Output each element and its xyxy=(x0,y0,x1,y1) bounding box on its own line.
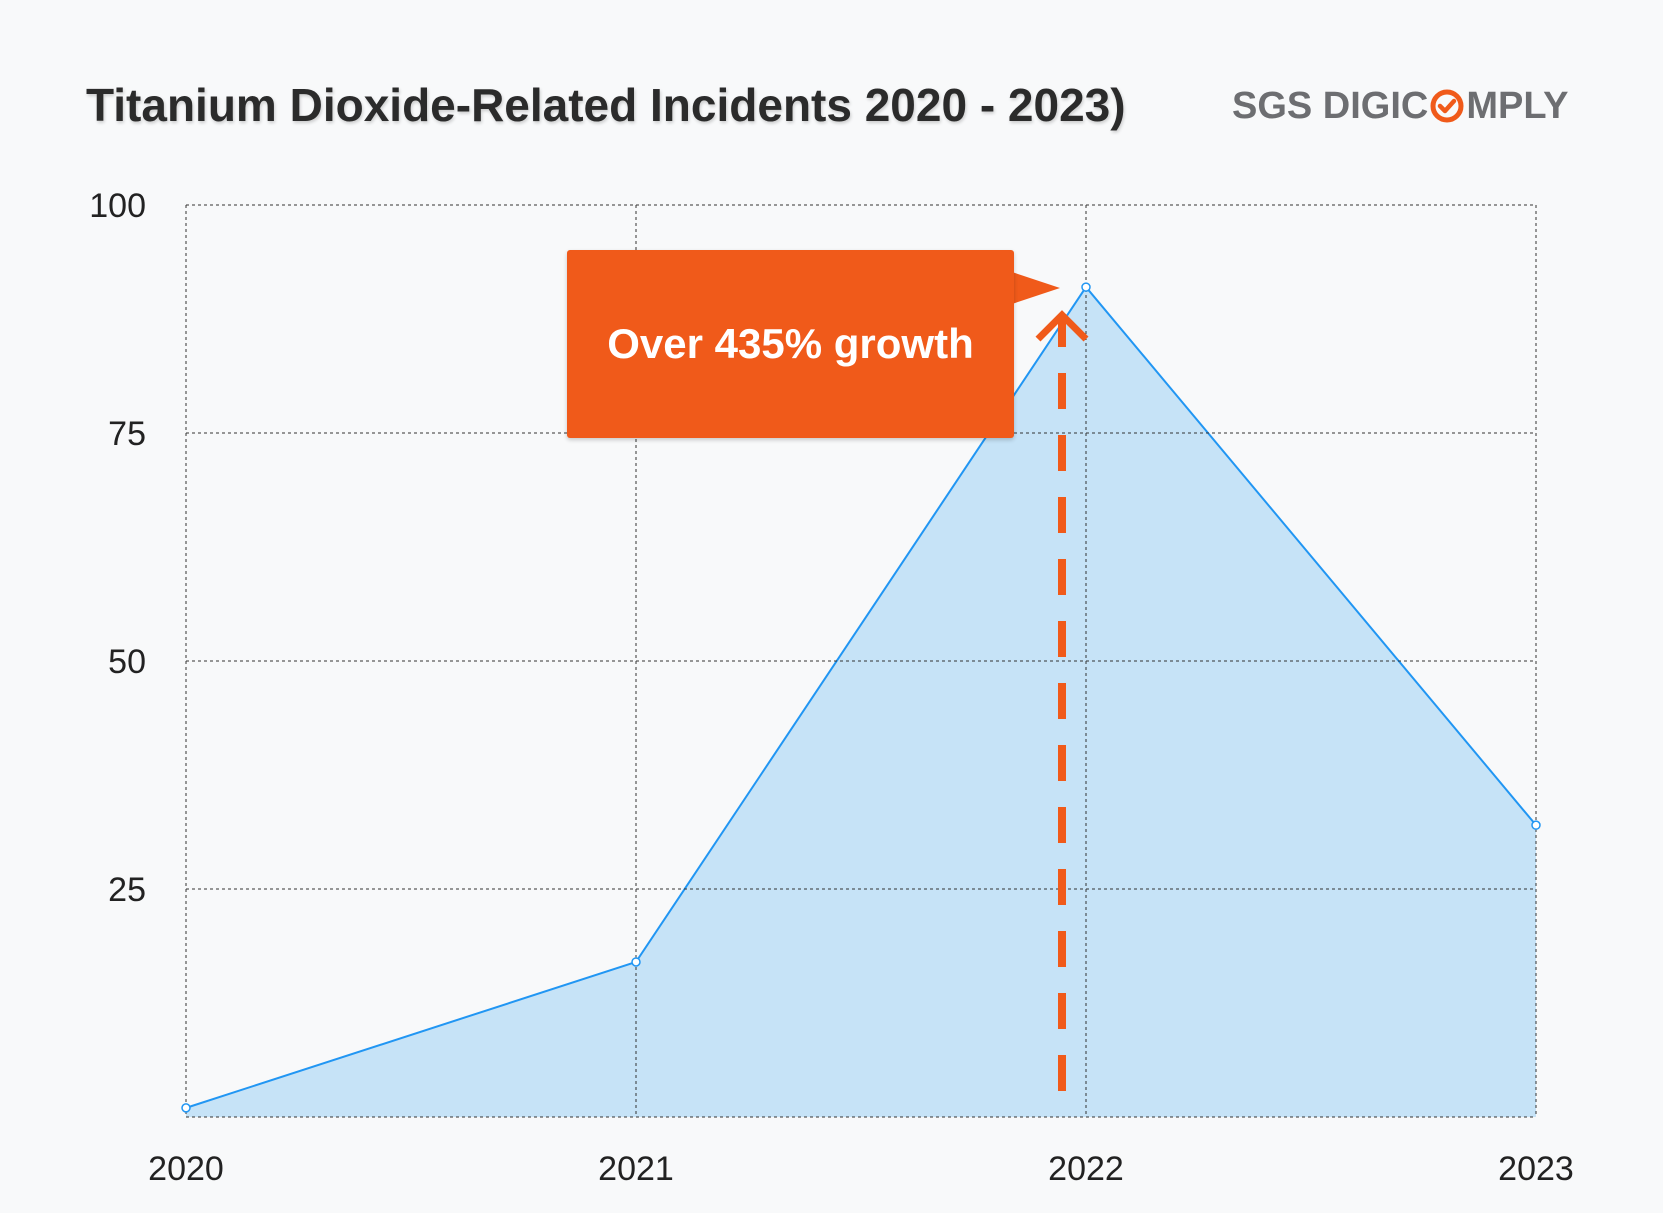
x-tick-label: 2022 xyxy=(1048,1150,1124,1188)
callout-pointer xyxy=(1012,272,1060,304)
brand-logo: SGS DIGIC MPLY xyxy=(1232,84,1568,128)
y-tick-label: 75 xyxy=(108,415,146,453)
callout-text: Over 435% growth xyxy=(607,320,974,367)
check-circle-icon xyxy=(1430,89,1464,123)
y-tick-label: 25 xyxy=(108,871,146,909)
series-line xyxy=(185,285,1537,1109)
data-point-2023 xyxy=(1531,820,1541,830)
x-tick-label: 2023 xyxy=(1498,1150,1574,1188)
y-tick-label: 50 xyxy=(108,643,146,681)
x-tick-label: 2020 xyxy=(148,1150,224,1188)
brand-prefix: SGS DIGIC xyxy=(1232,84,1429,127)
area-fill xyxy=(186,287,1536,1118)
data-point-2021 xyxy=(631,957,641,967)
annotation-arrowhead xyxy=(1035,310,1089,342)
x-tick-label: 2021 xyxy=(598,1150,674,1188)
brand-suffix: MPLY xyxy=(1466,84,1569,127)
y-tick-label: 100 xyxy=(89,187,146,225)
chart-title: Titanium Dioxide-Related Incidents 2020 … xyxy=(86,79,1126,131)
data-point-2022 xyxy=(1081,282,1091,292)
growth-callout: Over 435% growth xyxy=(567,250,1014,438)
data-point-2020 xyxy=(181,1103,191,1113)
